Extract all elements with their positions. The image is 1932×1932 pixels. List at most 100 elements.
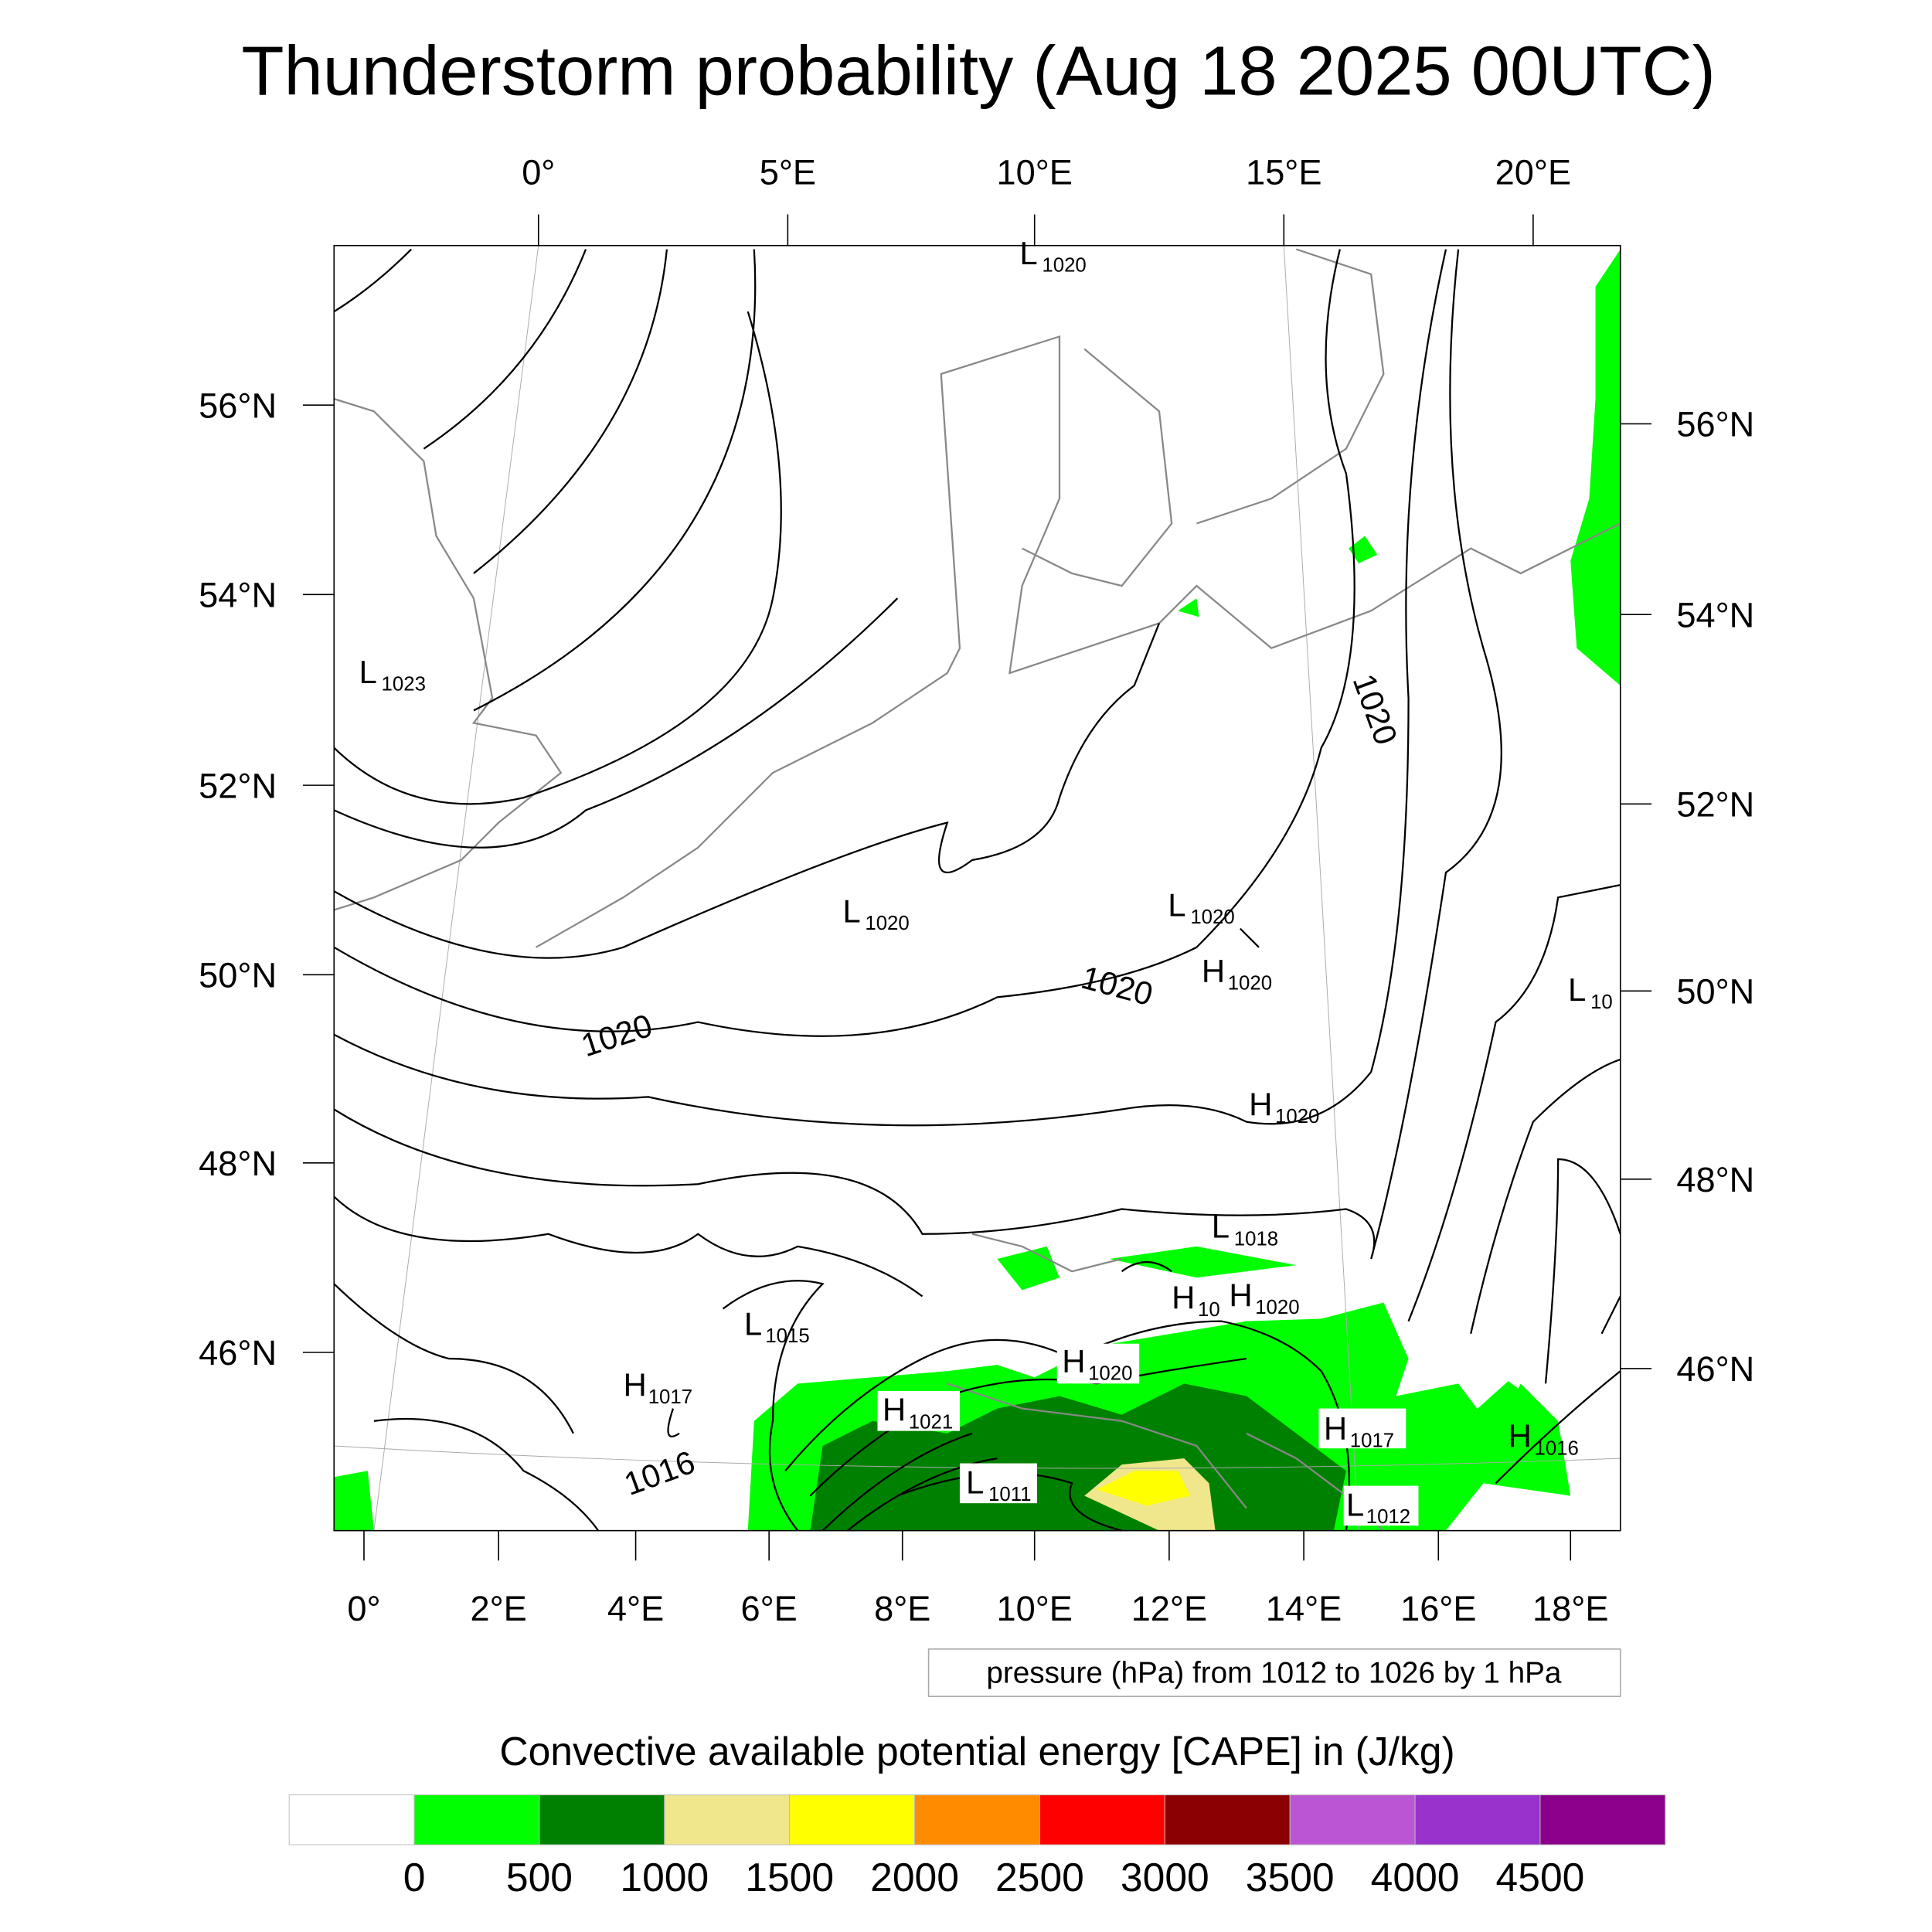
pressure-center-labels: L 1020 L 1023 L 1020 L 1020 H 1020 L 10 H 1020 … (359, 235, 1613, 1528)
pressure-center: H 1021 (877, 1391, 960, 1433)
colorbar-box (914, 1794, 1040, 1845)
svg-text:H: H (1229, 1277, 1252, 1313)
colorbar-label: 0 (403, 1855, 426, 1900)
tick-label: 46°N (199, 1333, 277, 1372)
top-longitude-axis: 0° 5°E 10°E 15°E 20°E (522, 153, 1571, 246)
tick-label: 56°N (1676, 405, 1754, 444)
svg-text:H: H (623, 1366, 646, 1403)
contour-legend-box: pressure (hPa) from 1012 to 1026 by 1 hP… (927, 1648, 1621, 1697)
tick-label: 46°N (1676, 1349, 1754, 1389)
tick-label: 15°E (1246, 153, 1321, 192)
pressure-center: L 1020 (1017, 235, 1092, 277)
svg-text:10: 10 (1590, 992, 1613, 1013)
pressure-center: H 1016 (1509, 1418, 1579, 1460)
tick-label: 54°N (1676, 595, 1754, 634)
colorbar-label: 1500 (745, 1855, 834, 1900)
svg-text:1016: 1016 (1534, 1437, 1578, 1459)
tick-label: 18°E (1532, 1589, 1608, 1628)
tick-label: 0° (522, 153, 555, 192)
contour-legend-text: pressure (hPa) from 1012 to 1026 by 1 hP… (986, 1656, 1562, 1689)
svg-text:H: H (1324, 1410, 1347, 1447)
svg-text:H: H (1062, 1343, 1085, 1379)
pressure-center: L 10 (1568, 971, 1613, 1013)
pressure-center: L 1018 (1212, 1209, 1278, 1250)
tick-label: 0° (347, 1589, 380, 1628)
pressure-center: H 1020 (1229, 1277, 1299, 1318)
colorbar-label: 3500 (1246, 1855, 1335, 1900)
tick-label: 4°E (607, 1589, 664, 1628)
svg-text:L: L (1019, 235, 1037, 271)
isobars (333, 248, 1621, 1532)
svg-text:H: H (1509, 1418, 1532, 1454)
tick-label: 54°N (199, 575, 277, 614)
svg-text:H: H (1249, 1087, 1272, 1123)
colorbar-box (1539, 1794, 1666, 1845)
colorbar-box (413, 1794, 540, 1845)
colorbar-label: 4500 (1496, 1855, 1585, 1900)
svg-text:1020: 1020 (865, 913, 909, 934)
pressure-center: H 1020 (1249, 1087, 1319, 1128)
svg-text:1011: 1011 (988, 1484, 1031, 1505)
colorbar: Convective available potential energy [C… (288, 1729, 1666, 1900)
svg-text:L: L (966, 1464, 984, 1500)
colorbar-title: Convective available potential energy [C… (499, 1729, 1454, 1774)
tick-label: 10°E (997, 153, 1073, 192)
colorbar-box (1164, 1794, 1291, 1845)
figure-title: Thunderstorm probability (Aug 18 2025 00… (241, 32, 1716, 111)
tick-label: 50°N (199, 955, 277, 995)
svg-text:L: L (1568, 971, 1586, 1008)
tick-label: 10°E (997, 1589, 1073, 1628)
svg-text:L: L (1168, 886, 1185, 923)
tick-label: 12°E (1131, 1589, 1207, 1628)
colorbar-boxes (288, 1794, 1666, 1845)
svg-text:1020: 1020 (1228, 973, 1272, 995)
svg-text:1020: 1020 (1275, 1106, 1319, 1128)
tick-label: 52°N (199, 766, 277, 805)
tick-label: 16°E (1400, 1589, 1476, 1628)
tick-label: 48°N (199, 1144, 277, 1183)
pressure-center: H 1017 (623, 1366, 692, 1408)
left-latitude-axis: 56°N 54°N 52°N 50°N 48°N 46°N (199, 386, 335, 1372)
pressure-center: H 10 (1172, 1280, 1220, 1321)
svg-text:1015: 1015 (765, 1325, 809, 1347)
svg-text:1017: 1017 (648, 1386, 692, 1408)
svg-text:1018: 1018 (1234, 1228, 1278, 1250)
svg-text:H: H (883, 1392, 906, 1428)
svg-text:1020: 1020 (1042, 255, 1086, 277)
svg-text:1012: 1012 (1366, 1506, 1410, 1528)
tick-label: 6°E (741, 1589, 798, 1628)
svg-text:H: H (1172, 1280, 1195, 1316)
colorbar-box (1039, 1794, 1165, 1845)
pressure-center: L 1020 (842, 893, 909, 935)
tick-label: 50°N (1676, 971, 1754, 1011)
cape-shading (334, 249, 1621, 1531)
colorbar-box (1414, 1794, 1541, 1845)
coastlines (333, 248, 1621, 1532)
svg-text:L: L (1212, 1209, 1230, 1245)
colorbar-label: 1000 (620, 1855, 709, 1900)
svg-text:1020: 1020 (1255, 1297, 1299, 1318)
map-panel: L 1020 L 1023 L 1020 L 1020 H 1020 L 10 H 1020 … (333, 235, 1621, 1532)
colorbar-label: 3000 (1121, 1855, 1209, 1900)
colorbar-label: 2000 (870, 1855, 959, 1900)
pressure-center: H 1020 (1056, 1343, 1140, 1384)
svg-text:1017: 1017 (1350, 1430, 1394, 1452)
svg-text:1020: 1020 (1088, 1362, 1132, 1384)
right-latitude-axis: 56°N 54°N 52°N 50°N 48°N 46°N (1620, 405, 1754, 1389)
svg-text:H: H (1202, 953, 1225, 989)
svg-text:1021: 1021 (909, 1411, 953, 1433)
colorbar-box (664, 1794, 791, 1845)
tick-label: 14°E (1266, 1589, 1342, 1628)
tick-label: 8°E (874, 1589, 930, 1628)
pressure-center: L 1023 (359, 654, 426, 696)
svg-text:L: L (842, 893, 860, 930)
tick-label: 20°E (1495, 153, 1571, 192)
pressure-center: L 1011 (959, 1463, 1037, 1505)
pressure-center: L 1020 (1168, 886, 1234, 928)
svg-text:1020: 1020 (1190, 906, 1234, 928)
svg-text:L: L (1346, 1486, 1364, 1522)
colorbar-label: 500 (506, 1855, 573, 1900)
colorbar-labels: 0 500 1000 1500 2000 2500 3000 3500 4000 4500 (403, 1855, 1585, 1900)
colorbar-label: 2500 (995, 1855, 1084, 1900)
